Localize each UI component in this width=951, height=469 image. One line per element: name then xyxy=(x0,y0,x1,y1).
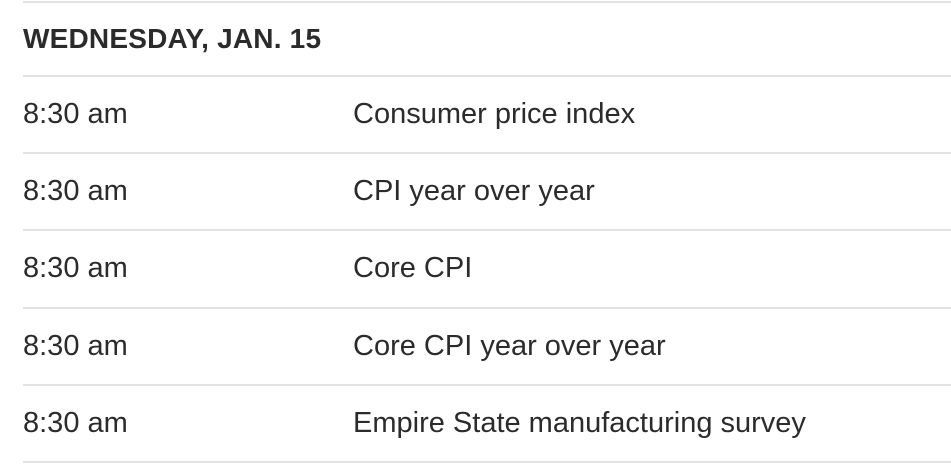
table-row: 8:30 am Consumer price index xyxy=(23,77,951,155)
table-row: 8:30 am Core CPI xyxy=(23,231,951,309)
economic-calendar: WEDNESDAY, JAN. 15 8:30 am Consumer pric… xyxy=(23,1,951,463)
time-cell: 8:30 am xyxy=(23,98,128,131)
table-row: 8:30 am Empire State manufacturing surve… xyxy=(23,386,951,463)
report-cell: Empire State manufacturing survey xyxy=(353,406,806,439)
report-cell: Consumer price index xyxy=(353,98,636,131)
time-cell: 8:30 am xyxy=(23,252,128,285)
time-cell: 8:30 am xyxy=(23,329,128,362)
day-header: WEDNESDAY, JAN. 15 xyxy=(23,1,951,77)
report-cell: Core CPI year over year xyxy=(353,329,666,362)
time-cell: 8:30 am xyxy=(23,175,128,208)
report-cell: CPI year over year xyxy=(353,175,595,208)
time-cell: 8:30 am xyxy=(23,406,128,439)
table-row: 8:30 am Core CPI year over year xyxy=(23,309,951,386)
report-cell: Core CPI xyxy=(353,252,473,285)
table-row: 8:30 am CPI year over year xyxy=(23,154,951,232)
day-header-label: WEDNESDAY, JAN. 15 xyxy=(23,23,322,54)
